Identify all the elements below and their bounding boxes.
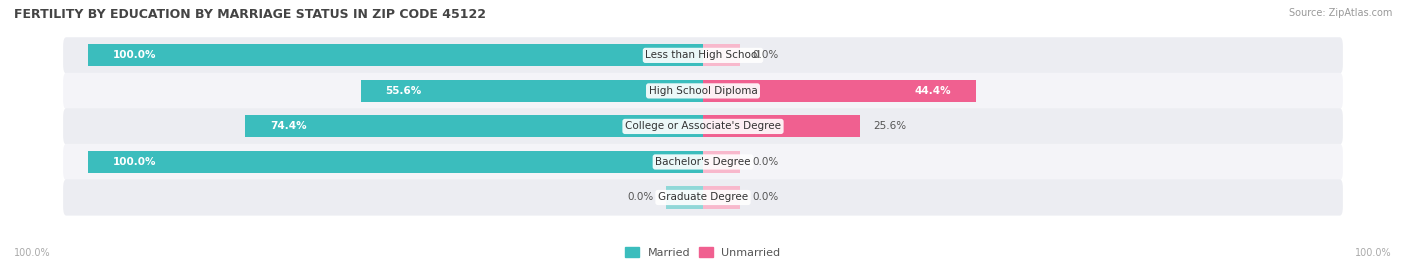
Text: 100.0%: 100.0%	[1355, 248, 1392, 258]
Text: 100.0%: 100.0%	[112, 50, 156, 60]
Text: Graduate Degree: Graduate Degree	[658, 193, 748, 203]
Bar	[245, 115, 703, 137]
Text: 55.6%: 55.6%	[385, 86, 422, 96]
Bar	[703, 44, 740, 66]
Bar	[703, 80, 976, 102]
Text: 0.0%: 0.0%	[627, 193, 654, 203]
Text: 0.0%: 0.0%	[752, 193, 779, 203]
Text: Less than High School: Less than High School	[645, 50, 761, 60]
Legend: Married, Unmarried: Married, Unmarried	[621, 242, 785, 262]
Text: 25.6%: 25.6%	[873, 121, 905, 132]
Text: Bachelor's Degree: Bachelor's Degree	[655, 157, 751, 167]
Text: 100.0%: 100.0%	[112, 157, 156, 167]
FancyBboxPatch shape	[63, 73, 1343, 109]
Bar	[703, 115, 860, 137]
FancyBboxPatch shape	[63, 144, 1343, 180]
FancyBboxPatch shape	[63, 108, 1343, 144]
Bar	[361, 80, 703, 102]
Text: 100.0%: 100.0%	[14, 248, 51, 258]
Bar	[703, 186, 740, 208]
Text: 0.0%: 0.0%	[752, 50, 779, 60]
Bar	[87, 151, 703, 173]
FancyBboxPatch shape	[63, 37, 1343, 73]
FancyBboxPatch shape	[63, 179, 1343, 216]
Bar	[666, 186, 703, 208]
Text: 0.0%: 0.0%	[752, 157, 779, 167]
Text: 44.4%: 44.4%	[915, 86, 952, 96]
Bar	[87, 44, 703, 66]
Text: College or Associate's Degree: College or Associate's Degree	[626, 121, 780, 132]
Text: 74.4%: 74.4%	[270, 121, 307, 132]
Text: Source: ZipAtlas.com: Source: ZipAtlas.com	[1288, 8, 1392, 18]
Bar	[703, 151, 740, 173]
Text: FERTILITY BY EDUCATION BY MARRIAGE STATUS IN ZIP CODE 45122: FERTILITY BY EDUCATION BY MARRIAGE STATU…	[14, 8, 486, 21]
Text: High School Diploma: High School Diploma	[648, 86, 758, 96]
